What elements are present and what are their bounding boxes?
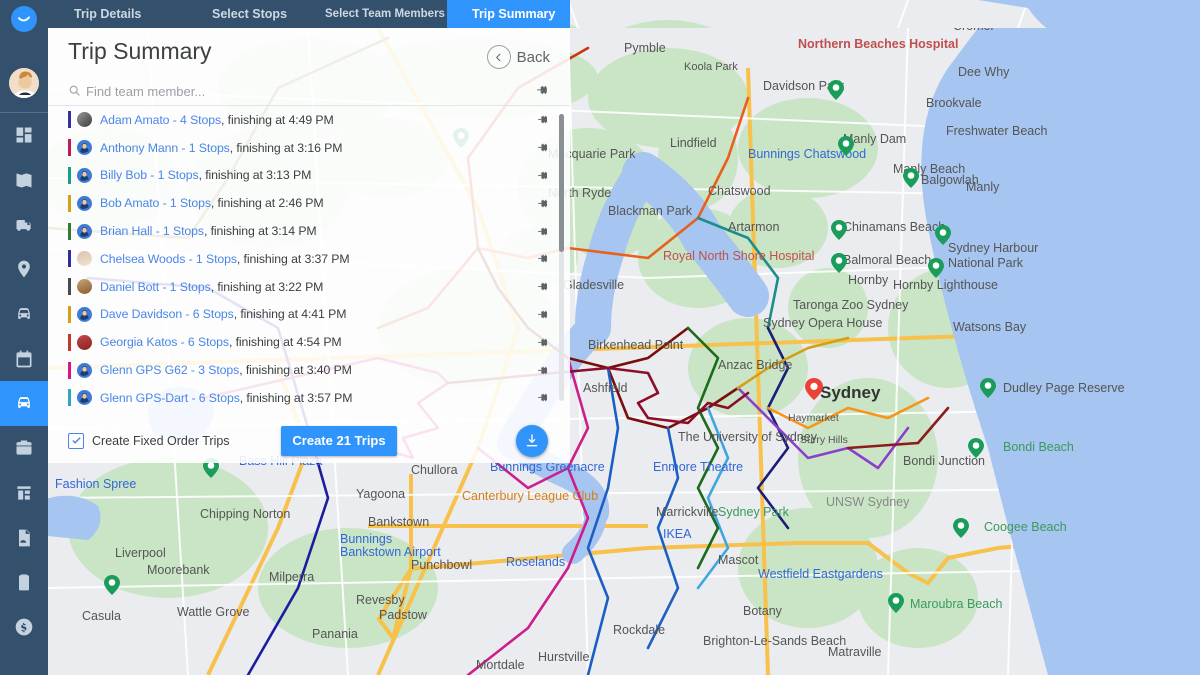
svg-text:Sydney Harbour: Sydney Harbour [948, 241, 1038, 255]
svg-text:Fashion Spree: Fashion Spree [55, 477, 136, 491]
svg-text:Hornby: Hornby [848, 273, 889, 287]
svg-text:Blackman Park: Blackman Park [608, 204, 693, 218]
svg-text:Brookvale: Brookvale [926, 96, 982, 110]
svg-text:Cromer: Cromer [953, 28, 995, 33]
svg-text:Anzac Bridge: Anzac Bridge [718, 358, 792, 372]
svg-text:Canterbury League Club: Canterbury League Club [462, 489, 598, 503]
svg-text:Bunnings: Bunnings [340, 532, 392, 546]
svg-text:Birkenhead Point: Birkenhead Point [588, 338, 684, 352]
svg-text:Brighton-Le-Sands Beach: Brighton-Le-Sands Beach [703, 634, 846, 648]
svg-text:Coogee Beach: Coogee Beach [984, 520, 1067, 534]
svg-text:Maroubra Beach: Maroubra Beach [910, 597, 1002, 611]
svg-text:Manly: Manly [966, 180, 1000, 194]
svg-text:Matraville: Matraville [828, 645, 882, 659]
svg-text:Botany: Botany [743, 604, 783, 618]
svg-text:Chatswood: Chatswood [708, 184, 771, 198]
svg-text:Punchbowl: Punchbowl [411, 558, 472, 572]
svg-text:Moorebank: Moorebank [147, 563, 210, 577]
svg-text:Hurstville: Hurstville [538, 650, 589, 664]
svg-text:Revesby: Revesby [356, 593, 405, 607]
svg-text:Taronga Zoo Sydney: Taronga Zoo Sydney [793, 298, 909, 312]
svg-text:Enmore Theatre: Enmore Theatre [653, 460, 743, 474]
svg-text:Marrickville: Marrickville [656, 505, 719, 519]
svg-text:Padstow: Padstow [379, 608, 428, 622]
svg-text:Haymarket: Haymarket [788, 412, 839, 424]
svg-text:Pymble: Pymble [624, 41, 666, 55]
svg-text:Artarmon: Artarmon [728, 220, 779, 234]
svg-text:Lindfield: Lindfield [670, 136, 717, 150]
svg-text:Bankstown: Bankstown [368, 515, 429, 529]
svg-text:Bondi Junction: Bondi Junction [903, 454, 985, 468]
svg-text:Chinamans Beach: Chinamans Beach [843, 220, 945, 234]
svg-text:Sydney Park: Sydney Park [718, 505, 790, 519]
svg-text:Casula: Casula [82, 609, 121, 623]
svg-text:Milperra: Milperra [269, 570, 314, 584]
svg-text:Ashfield: Ashfield [583, 381, 628, 395]
svg-text:Westfield Eastgardens: Westfield Eastgardens [758, 567, 883, 581]
svg-text:Freshwater Beach: Freshwater Beach [946, 124, 1047, 138]
svg-text:Sydney: Sydney [820, 383, 881, 402]
svg-text:Roselands: Roselands [506, 555, 565, 569]
svg-text:Mascot: Mascot [718, 553, 759, 567]
svg-text:IKEA: IKEA [663, 527, 692, 541]
svg-text:Balmoral Beach: Balmoral Beach [843, 253, 931, 267]
svg-text:Dudley Page Reserve: Dudley Page Reserve [1003, 381, 1125, 395]
svg-text:The University of Sydney: The University of Sydney [678, 430, 818, 444]
svg-text:Sydney Opera House: Sydney Opera House [763, 316, 883, 330]
svg-text:Wattle Grove: Wattle Grove [177, 605, 250, 619]
svg-text:Watsons Bay: Watsons Bay [953, 320, 1027, 334]
svg-text:Northern Beaches Hospital: Northern Beaches Hospital [798, 37, 958, 51]
svg-text:Mortdale: Mortdale [476, 658, 525, 672]
svg-text:Chipping Norton: Chipping Norton [200, 507, 290, 521]
svg-text:Gladesville: Gladesville [563, 278, 624, 292]
svg-text:Yagoona: Yagoona [356, 487, 405, 501]
svg-text:Royal North Shore Hospital: Royal North Shore Hospital [663, 249, 814, 263]
svg-text:Liverpool: Liverpool [115, 546, 166, 560]
svg-text:Surry Hills: Surry Hills [800, 434, 848, 446]
svg-text:UNSW Sydney: UNSW Sydney [826, 495, 910, 509]
svg-text:Rockdale: Rockdale [613, 623, 665, 637]
svg-text:National Park: National Park [948, 256, 1024, 270]
svg-text:Bankstown Airport: Bankstown Airport [340, 545, 441, 559]
svg-text:Bondi Beach: Bondi Beach [1003, 440, 1074, 454]
svg-text:Koola Park: Koola Park [684, 61, 738, 73]
svg-text:Panania: Panania [312, 627, 358, 641]
svg-text:Chullora: Chullora [411, 463, 458, 477]
svg-text:Hornby Lighthouse: Hornby Lighthouse [893, 278, 998, 292]
svg-text:Dee Why: Dee Why [958, 65, 1010, 79]
